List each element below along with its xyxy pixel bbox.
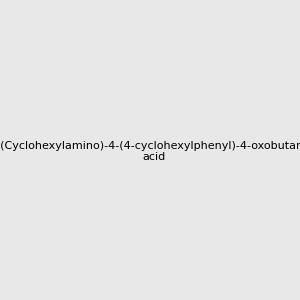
- Text: 2-(Cyclohexylamino)-4-(4-cyclohexylphenyl)-4-oxobutanoic acid: 2-(Cyclohexylamino)-4-(4-cyclohexylpheny…: [0, 141, 300, 162]
